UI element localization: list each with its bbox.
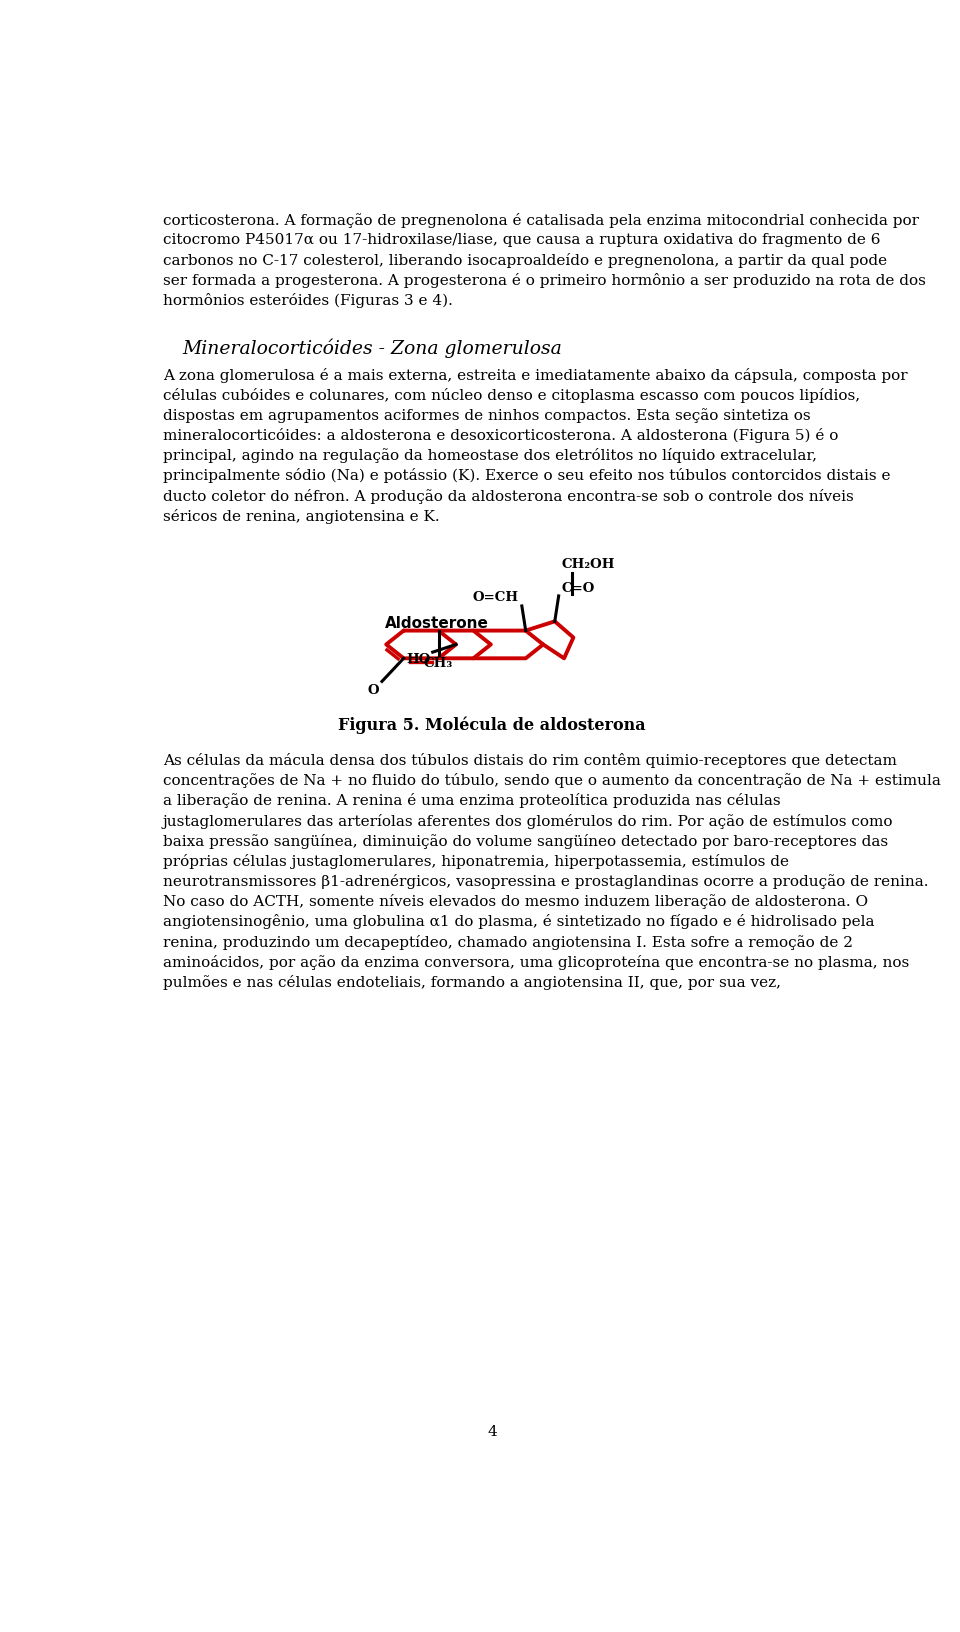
Text: baixa pressão sangüínea, diminuição do volume sangüíneo detectado por baro-recep: baixa pressão sangüínea, diminuição do v… bbox=[162, 834, 888, 849]
Text: CH₂OH: CH₂OH bbox=[562, 558, 615, 571]
Text: concentrações de Na + no fluido do túbulo, sendo que o aumento da concentração d: concentrações de Na + no fluido do túbul… bbox=[162, 774, 941, 788]
Text: justaglomerulares das arteríolas aferentes dos glomérulos do rim. Por ação de es: justaglomerulares das arteríolas aferent… bbox=[162, 813, 893, 829]
Text: carbonos no C-17 colesterol, liberando isocaproaldeído e pregnenolona, a partir : carbonos no C-17 colesterol, liberando i… bbox=[162, 253, 887, 268]
Text: hormônios esteróides (Figuras 3 e 4).: hormônios esteróides (Figuras 3 e 4). bbox=[162, 294, 452, 308]
Text: células cubóides e colunares, com núcleo denso e citoplasma escasso com poucos l: células cubóides e colunares, com núcleo… bbox=[162, 388, 860, 403]
Text: CH₃: CH₃ bbox=[423, 656, 452, 669]
Text: No caso do ACTH, somente níveis elevados do mesmo induzem liberação de aldostero: No caso do ACTH, somente níveis elevados… bbox=[162, 894, 868, 909]
Text: citocromo P45017α ou 17-hidroxilase/liase, que causa a ruptura oxidativa do frag: citocromo P45017α ou 17-hidroxilase/lias… bbox=[162, 233, 880, 246]
Text: HO: HO bbox=[406, 653, 430, 666]
Text: Aldosterone: Aldosterone bbox=[385, 617, 489, 632]
Text: próprias células justaglomerulares, hiponatremia, hiperpotassemia, estímulos de: próprias células justaglomerulares, hipo… bbox=[162, 854, 788, 868]
Text: As células da mácula densa dos túbulos distais do rim contêm quimio-receptores q: As células da mácula densa dos túbulos d… bbox=[162, 752, 897, 769]
Text: C=O: C=O bbox=[562, 583, 595, 596]
Text: neurotransmissores β1-adrenérgicos, vasopressina e prostaglandinas ocorre a prod: neurotransmissores β1-adrenérgicos, vaso… bbox=[162, 875, 928, 889]
Text: Mineralocorticóides - Zona glomerulosa: Mineralocorticóides - Zona glomerulosa bbox=[182, 338, 562, 357]
Text: aminoácidos, por ação da enzima conversora, uma glicoproteína que encontra-se no: aminoácidos, por ação da enzima converso… bbox=[162, 955, 909, 969]
Text: renina, produzindo um decapeptídeo, chamado angiotensina I. Esta sofre a remoção: renina, produzindo um decapeptídeo, cham… bbox=[162, 935, 852, 950]
Text: O: O bbox=[368, 684, 379, 697]
Text: corticosterona. A formação de pregnenolona é catalisada pela enzima mitocondrial: corticosterona. A formação de pregnenolo… bbox=[162, 212, 919, 228]
Text: a liberação de renina. A renina é uma enzima proteolítica produzida nas células: a liberação de renina. A renina é uma en… bbox=[162, 793, 780, 808]
Text: mineralocorticóides: a aldosterona e desoxicorticosterona. A aldosterona (Figura: mineralocorticóides: a aldosterona e des… bbox=[162, 428, 838, 442]
Text: angiotensinogênio, uma globulina α1 do plasma, é sintetizado no fígado e é hidro: angiotensinogênio, uma globulina α1 do p… bbox=[162, 914, 875, 929]
Text: A zona glomerulosa é a mais externa, estreita e imediatamente abaixo da cápsula,: A zona glomerulosa é a mais externa, est… bbox=[162, 367, 907, 382]
Text: séricos de renina, angiotensina e K.: séricos de renina, angiotensina e K. bbox=[162, 509, 440, 524]
Text: principalmente sódio (Na) e potássio (K). Exerce o seu efeito nos túbulos contor: principalmente sódio (Na) e potássio (K)… bbox=[162, 468, 890, 483]
Text: dispostas em agrupamentos aciformes de ninhos compactos. Esta seção sintetiza os: dispostas em agrupamentos aciformes de n… bbox=[162, 408, 810, 423]
Text: 4: 4 bbox=[487, 1425, 497, 1439]
Text: ser formada a progesterona. A progesterona é o primeiro hormônio a ser produzido: ser formada a progesterona. A progestero… bbox=[162, 273, 925, 289]
Text: Figura 5. Molécula de aldosterona: Figura 5. Molécula de aldosterona bbox=[338, 716, 646, 733]
Text: ducto coletor do néfron. A produção da aldosterona encontra-se sob o controle do: ducto coletor do néfron. A produção da a… bbox=[162, 488, 853, 504]
Text: principal, agindo na regulação da homeostase dos eletrólitos no líquido extracel: principal, agindo na regulação da homeos… bbox=[162, 449, 817, 463]
Text: pulmões e nas células endoteliais, formando a angiotensina II, que, por sua vez,: pulmões e nas células endoteliais, forma… bbox=[162, 974, 780, 991]
Text: O=CH: O=CH bbox=[472, 591, 518, 604]
